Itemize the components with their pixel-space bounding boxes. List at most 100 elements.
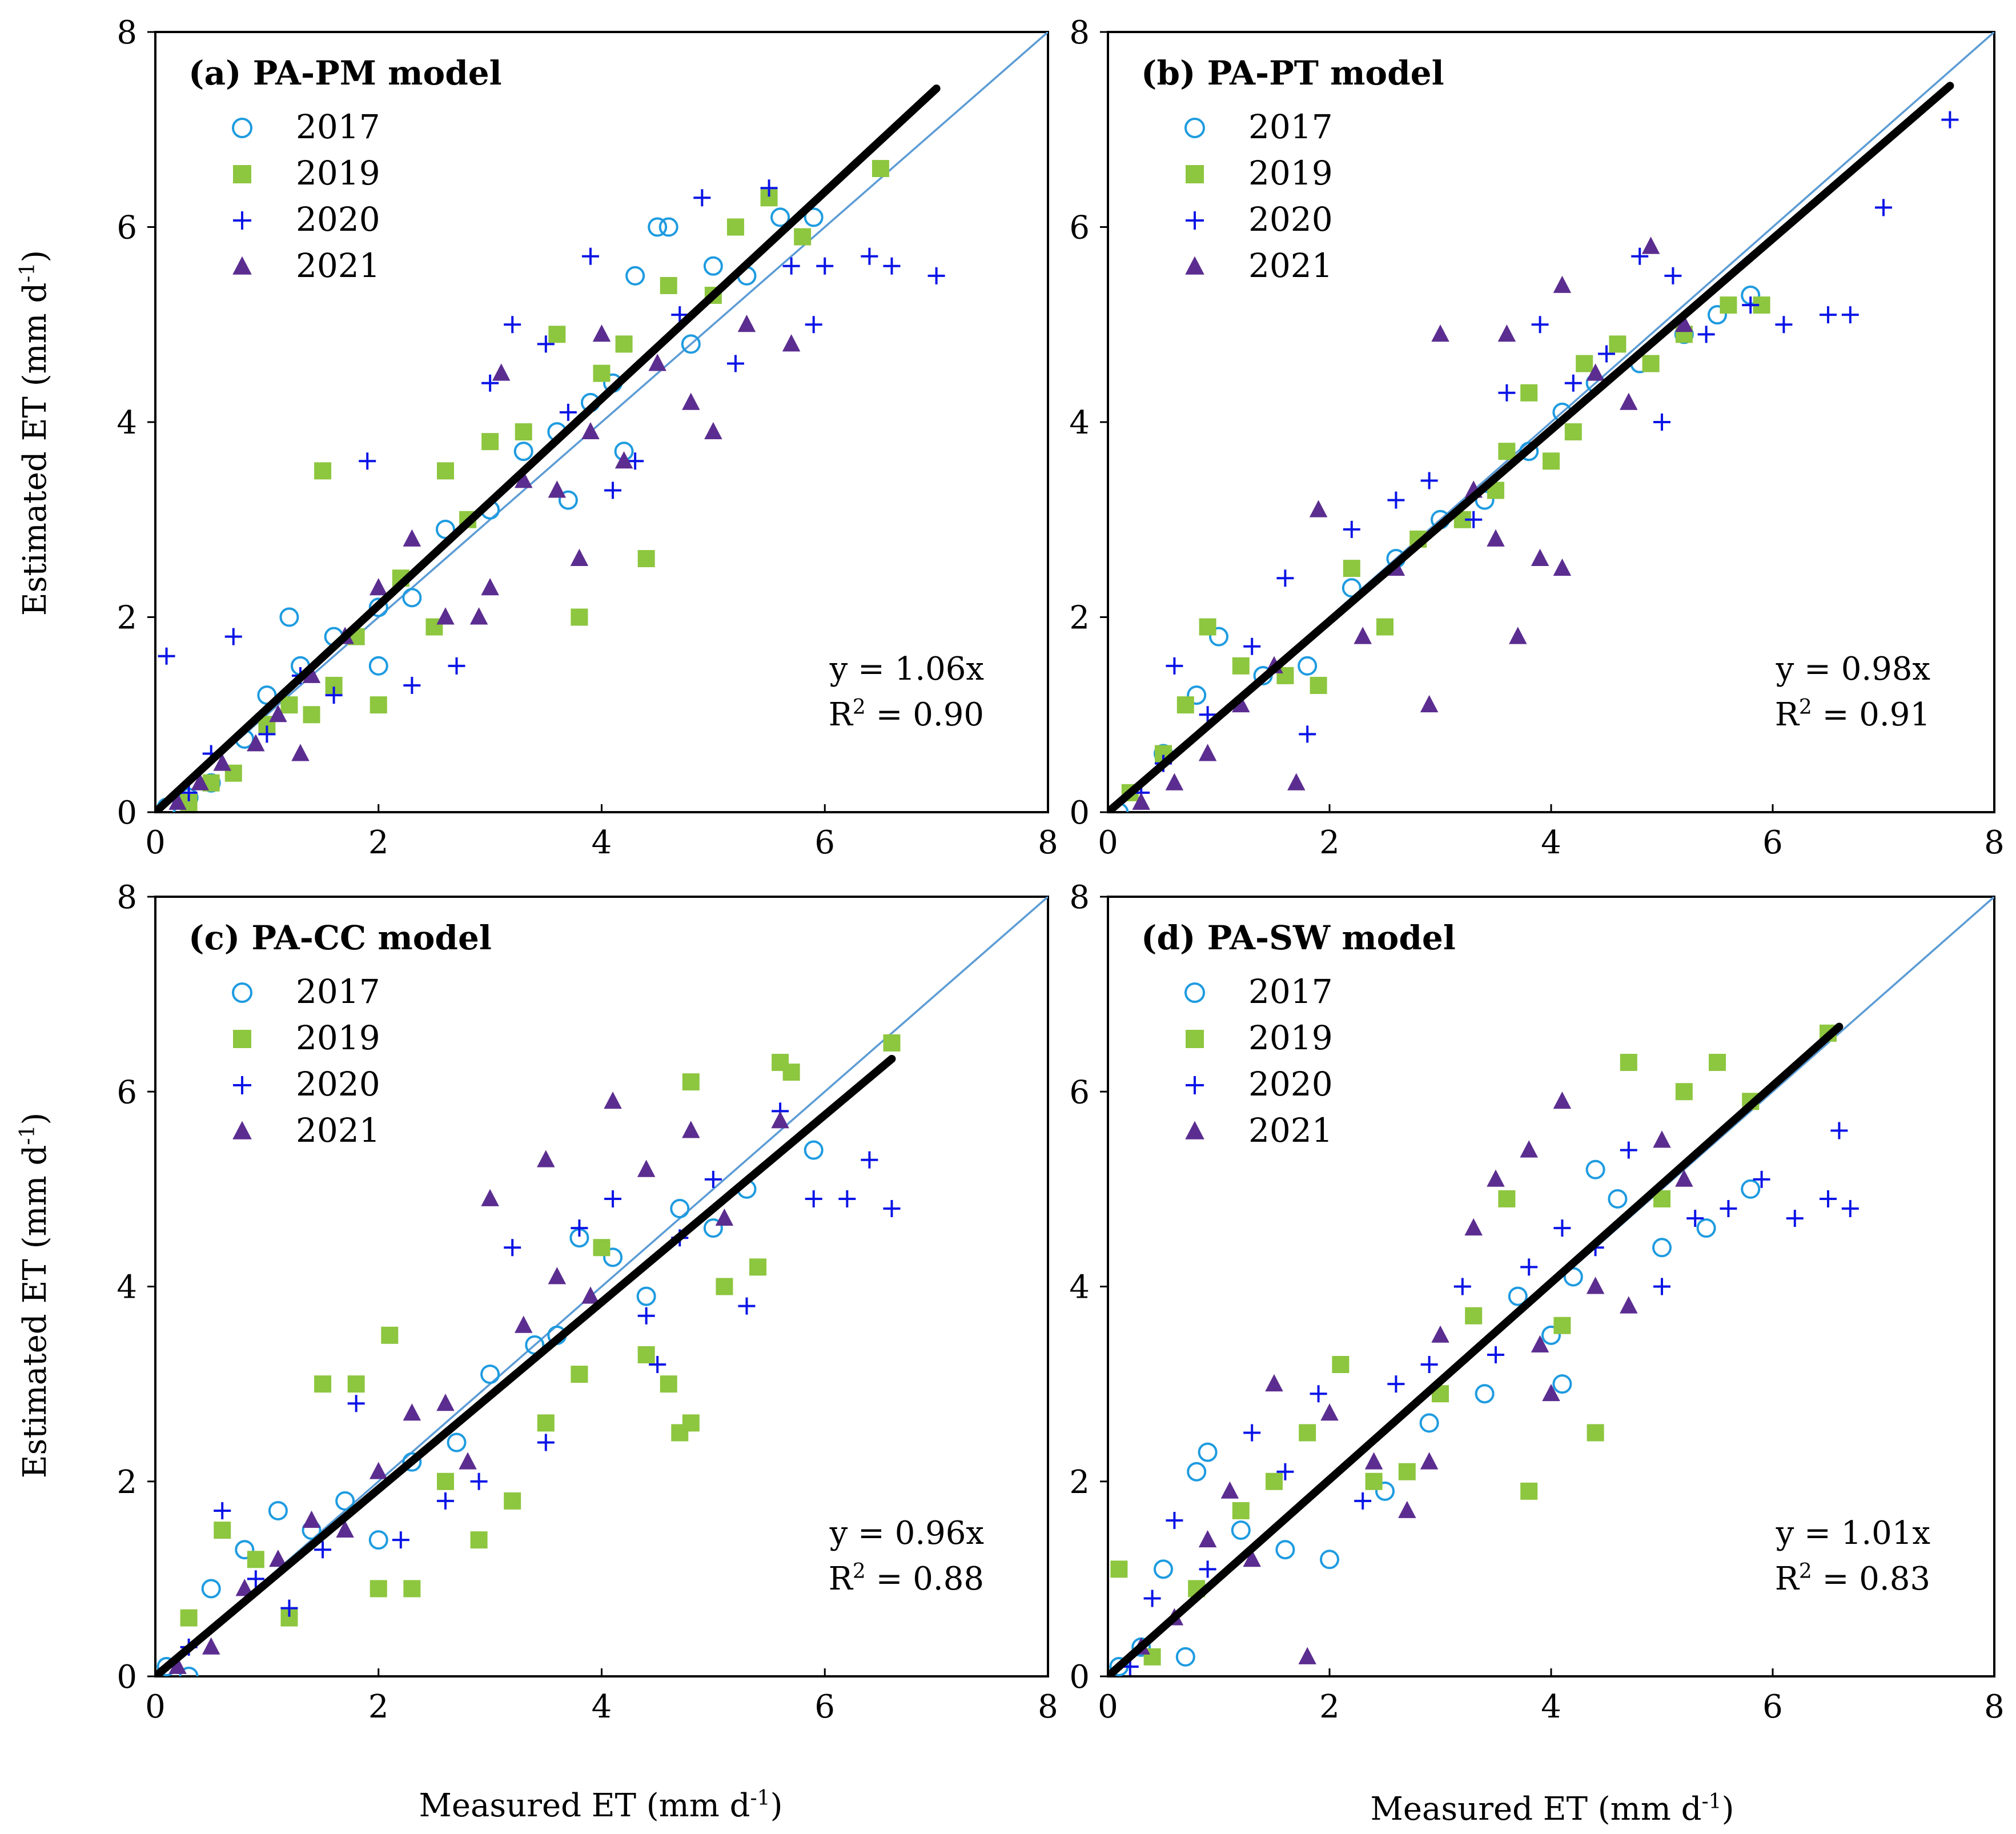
panel-b-r-squared: R2 = 0.91: [1775, 696, 1930, 734]
panel-a-point-2020: [816, 257, 834, 275]
panel-b-point-2020: [1343, 520, 1360, 538]
panel-c-point-2019: [660, 1375, 677, 1393]
panel-d-point-2017: [1585, 1159, 1605, 1179]
panel-d-series-2021: [1132, 1091, 1693, 1664]
panel-b-x-tick-label: 6: [1762, 824, 1783, 861]
panel-c-equation: y = 0.96x: [829, 1515, 984, 1552]
panel-b-equation: y = 0.98x: [1776, 651, 1930, 688]
panel-d-point-2017: [1652, 1238, 1672, 1258]
panel-c-point-2019: [470, 1531, 488, 1549]
panel-d-point-2019: [1110, 1560, 1128, 1578]
panel-c-point-2020: [838, 1190, 856, 1207]
panel-d-point-2019: [1266, 1472, 1283, 1490]
panel-a-point-2017: [368, 597, 388, 617]
panel-b-point-2021: [1553, 275, 1572, 293]
panel-c-point-2021: [581, 1286, 600, 1304]
panel-b-legend-marker-2019: [1186, 165, 1204, 183]
panel-d-point-2019: [1620, 1054, 1637, 1071]
panel-b-x-tick-label: 8: [1984, 824, 2005, 861]
panel-b-point-2019: [1376, 618, 1393, 636]
panel-a-point-2020: [760, 179, 778, 197]
panel-a-point-2020: [861, 247, 878, 265]
panel-a-point-2019: [436, 462, 454, 480]
panel-b-point-2021: [1641, 236, 1660, 254]
panel-a-title: (a) PA-PM model: [188, 54, 502, 93]
panel-a-point-2020: [258, 725, 276, 743]
panel-b-point-2021: [1487, 529, 1505, 547]
panel-b-point-2020: [1875, 199, 1892, 216]
panel-d-point-2020: [1720, 1200, 1737, 1217]
panel-c-point-2019: [381, 1326, 399, 1344]
panel-d-point-2020: [1620, 1141, 1637, 1159]
panel-b-legend-label-2019: 2019: [1248, 154, 1333, 192]
panel-a-point-2021: [682, 392, 700, 410]
panel-d-y-tick-label: 2: [1069, 1464, 1090, 1501]
panel-b-point-2021: [1553, 558, 1572, 576]
panel-d-point-2020: [1487, 1346, 1504, 1363]
panel-a-point-2020: [158, 647, 175, 665]
panel-b-point-2019: [1720, 296, 1737, 314]
panel-b-point-2020: [1653, 414, 1670, 431]
panel-b-point-2020: [1531, 316, 1549, 334]
panel-d-point-2021: [1198, 1530, 1217, 1548]
panel-a-point-2020: [359, 452, 376, 470]
panel-c-point-2019: [247, 1551, 264, 1568]
panel-a-legend: 2017 2019 2020 2021: [232, 107, 380, 285]
panel-b-point-2021: [1586, 363, 1605, 381]
panel-d-point-2019: [1675, 1083, 1693, 1101]
panel-d-point-2021: [1265, 1374, 1283, 1392]
panel-a-legend-label-2021: 2021: [296, 246, 380, 285]
panel-d-point-2017: [1175, 1647, 1195, 1667]
panel-c-point-2019: [749, 1258, 767, 1276]
panel-c-legend-label-2017: 2017: [296, 972, 380, 1011]
panel-c-point-2019: [883, 1034, 901, 1052]
panel-c-point-2021: [336, 1520, 354, 1538]
panel-a-point-2020: [927, 267, 945, 284]
panel-c-point-2019: [593, 1239, 611, 1257]
panel-a-y-tick-label: 6: [117, 210, 137, 247]
panel-c-point-2019: [716, 1278, 733, 1295]
panel-d-point-2017: [1475, 1384, 1495, 1404]
panel-b-legend: 2017 2019 2020 2021: [1184, 107, 1333, 285]
panel-b-point-2021: [1509, 627, 1527, 644]
panel-a-point-2021: [704, 422, 722, 440]
panel-a-point-2020: [604, 481, 622, 499]
panel-a-point-2021: [247, 734, 265, 752]
panel-c-point-2019: [682, 1414, 700, 1432]
panel-b-point-2021: [1431, 324, 1449, 342]
panel-b-point-2020: [1631, 247, 1649, 265]
panel-d-point-2021: [1487, 1169, 1505, 1187]
panel-d-point-2017: [1419, 1413, 1439, 1433]
panel-a-y-tick-label: 2: [117, 600, 137, 637]
panel-a-legend-marker-2017: [232, 118, 252, 138]
panel-c-y-tick-label: 4: [117, 1269, 137, 1306]
panel-d-point-2020: [1786, 1210, 1804, 1227]
panel-c-point-2020: [436, 1492, 454, 1510]
panel-b-title: (b) PA-PT model: [1141, 54, 1444, 93]
panel-a-point-2021: [291, 744, 310, 761]
panel-a-point-2020: [782, 257, 800, 275]
panel-a-point-2019: [314, 462, 332, 480]
panel-c-point-2020: [470, 1472, 488, 1490]
panel-b-point-2019: [1343, 560, 1360, 577]
panel-b-point-2021: [1420, 695, 1439, 713]
panel-a-point-2021: [469, 607, 488, 625]
panel-b-legend-marker-2017: [1184, 118, 1205, 138]
panel-d-point-2021: [1431, 1325, 1449, 1343]
panel-a-point-2017: [770, 207, 790, 227]
panel-a-point-2020: [726, 355, 744, 372]
panel-d-point-2017: [1696, 1218, 1716, 1238]
panel-a-legend-label-2017: 2017: [296, 107, 380, 146]
panel-c-point-2017: [268, 1500, 288, 1520]
panel-d-point-2021: [1220, 1481, 1239, 1499]
panel-d-point-2020: [1753, 1170, 1770, 1188]
panel-b-point-2020: [1276, 569, 1294, 587]
panel-d-x-tick-label: 6: [1762, 1688, 1783, 1725]
panel-d-point-2020: [1243, 1424, 1261, 1442]
panel-b-point-2020: [1598, 345, 1615, 363]
panel-b-point-2021: [1165, 773, 1184, 790]
panel-c-x-tick-label: 0: [145, 1688, 166, 1725]
panel-a-point-2020: [805, 316, 822, 334]
panel-a-series-2019: [180, 160, 889, 811]
panel-a-point-2019: [872, 160, 889, 178]
